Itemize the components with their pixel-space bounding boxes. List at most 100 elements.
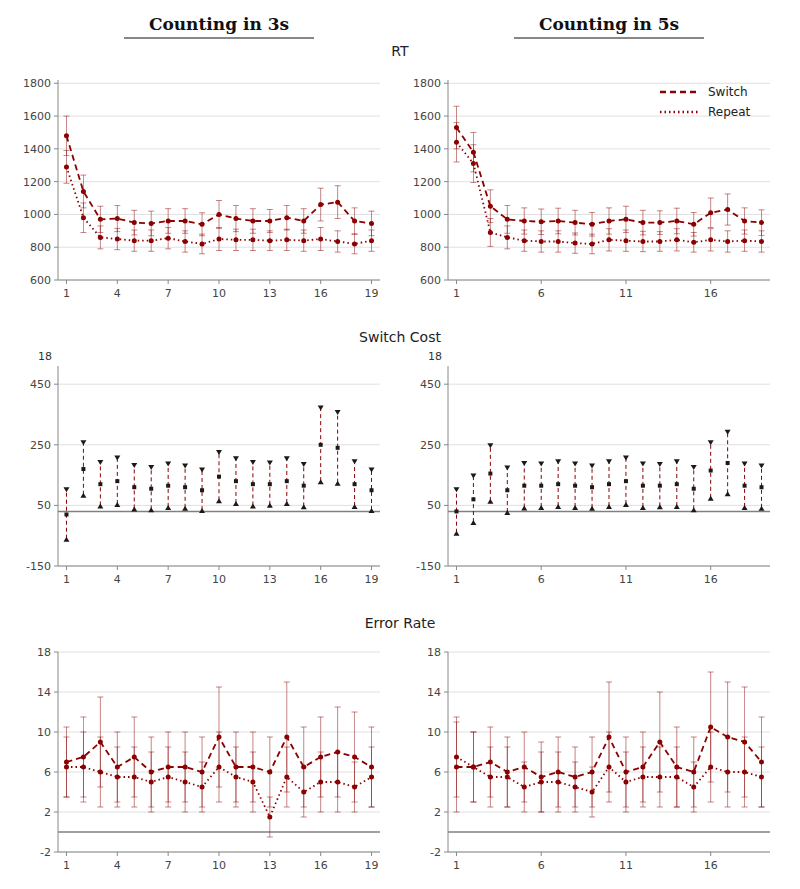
- grid-line: [58, 732, 380, 733]
- error-bar-cap: [63, 737, 69, 738]
- x-tick-label: 19: [365, 573, 379, 586]
- y-tick: [444, 692, 448, 693]
- error-bar-cap: [352, 459, 358, 464]
- point: [267, 218, 272, 223]
- error-bar: [63, 116, 69, 155]
- error-bar-cap: [538, 252, 544, 253]
- y-tick-label: 2: [434, 806, 441, 819]
- point: [556, 239, 561, 244]
- point: [200, 222, 205, 227]
- x-tick: [541, 566, 542, 570]
- error-bar: [131, 230, 137, 251]
- error-bar: [572, 461, 578, 509]
- error-bar: [63, 737, 69, 797]
- error-bar: [369, 230, 375, 251]
- error-bar-cap: [63, 150, 69, 151]
- point: [742, 770, 747, 775]
- x-tick-label: 11: [619, 859, 633, 872]
- error-bar-cap: [521, 251, 527, 252]
- error-bar-cap: [759, 747, 765, 748]
- error-bar-cap: [606, 459, 612, 464]
- error-bar-cap: [369, 211, 375, 212]
- error-bar-cap: [369, 508, 375, 513]
- error-bar-cap: [80, 732, 86, 733]
- error-bar-cap: [504, 205, 510, 206]
- error-bar-cap: [453, 797, 459, 798]
- error-bar: [742, 737, 748, 807]
- point: [691, 222, 696, 227]
- error-bar-cap: [674, 747, 680, 748]
- error-bar-cap: [335, 481, 341, 486]
- x-tick-label: 19: [365, 859, 379, 872]
- y-tick: [54, 214, 58, 215]
- point: [590, 222, 595, 227]
- grid-line: [448, 566, 770, 567]
- error-bar-cap: [589, 234, 595, 235]
- error-bar-cap: [640, 210, 646, 211]
- x-tick-label: 10: [212, 573, 226, 586]
- error-bar-cap: [301, 462, 307, 467]
- error-bar-cap: [691, 232, 697, 233]
- point: [200, 488, 204, 492]
- error-bar-cap: [453, 106, 459, 107]
- error-bar: [80, 175, 86, 208]
- error-bar-cap: [674, 250, 680, 251]
- error-bar-cap: [589, 506, 595, 511]
- error-bar-cap: [623, 812, 629, 813]
- error-bar-cap: [589, 212, 595, 213]
- error-bar-cap: [674, 228, 680, 229]
- error-bar-cap: [199, 468, 205, 473]
- error-bar: [80, 203, 86, 233]
- error-bar: [80, 440, 86, 498]
- error-bar-cap: [708, 672, 714, 673]
- error-bar: [572, 233, 578, 253]
- error-bar: [504, 737, 510, 807]
- point: [607, 765, 612, 770]
- background: [0, 0, 800, 889]
- error-bar: [725, 231, 731, 252]
- error-bar-cap: [504, 225, 510, 226]
- point: [539, 239, 544, 244]
- grid-line: [448, 148, 770, 149]
- error-bar: [267, 797, 273, 837]
- error-bar-cap: [131, 747, 137, 748]
- x-tick: [710, 280, 711, 284]
- error-bar: [301, 209, 307, 234]
- error-bar-cap: [267, 503, 273, 508]
- column-title: Counting in 5s: [539, 14, 679, 34]
- error-bar: [453, 487, 459, 535]
- error-bar-cap: [114, 747, 120, 748]
- error-bar-cap: [233, 747, 239, 748]
- error-bar-cap: [742, 230, 748, 231]
- error-bar-cap: [80, 717, 86, 718]
- error-bar-cap: [250, 732, 256, 733]
- y-tick-label: 1000: [413, 208, 441, 221]
- y-tick: [54, 444, 58, 445]
- point: [233, 216, 238, 221]
- y-axis-line: [58, 366, 59, 566]
- point: [488, 230, 493, 235]
- y-tick-label: 250: [30, 439, 51, 452]
- error-bar: [487, 219, 493, 247]
- y-tick: [444, 181, 448, 182]
- y-tick-label: 800: [30, 241, 51, 254]
- point: [115, 237, 120, 242]
- error-bar-cap: [216, 200, 222, 201]
- error-bar-cap: [691, 212, 697, 213]
- error-bar-cap: [589, 253, 595, 254]
- error-bar-cap: [165, 732, 171, 733]
- error-bar-cap: [199, 508, 205, 513]
- grid-line: [448, 852, 770, 853]
- x-tick: [168, 566, 169, 570]
- y-tick: [54, 116, 58, 117]
- series-line: [456, 128, 761, 225]
- x-tick: [219, 280, 220, 284]
- point: [522, 238, 527, 243]
- error-bar: [284, 229, 290, 250]
- x-tick-label: 13: [263, 287, 277, 300]
- error-bar-cap: [674, 208, 680, 209]
- error-bar-cap: [742, 251, 748, 252]
- grid-line: [58, 384, 380, 385]
- y-tick: [54, 732, 58, 733]
- error-bar-cap: [640, 747, 646, 748]
